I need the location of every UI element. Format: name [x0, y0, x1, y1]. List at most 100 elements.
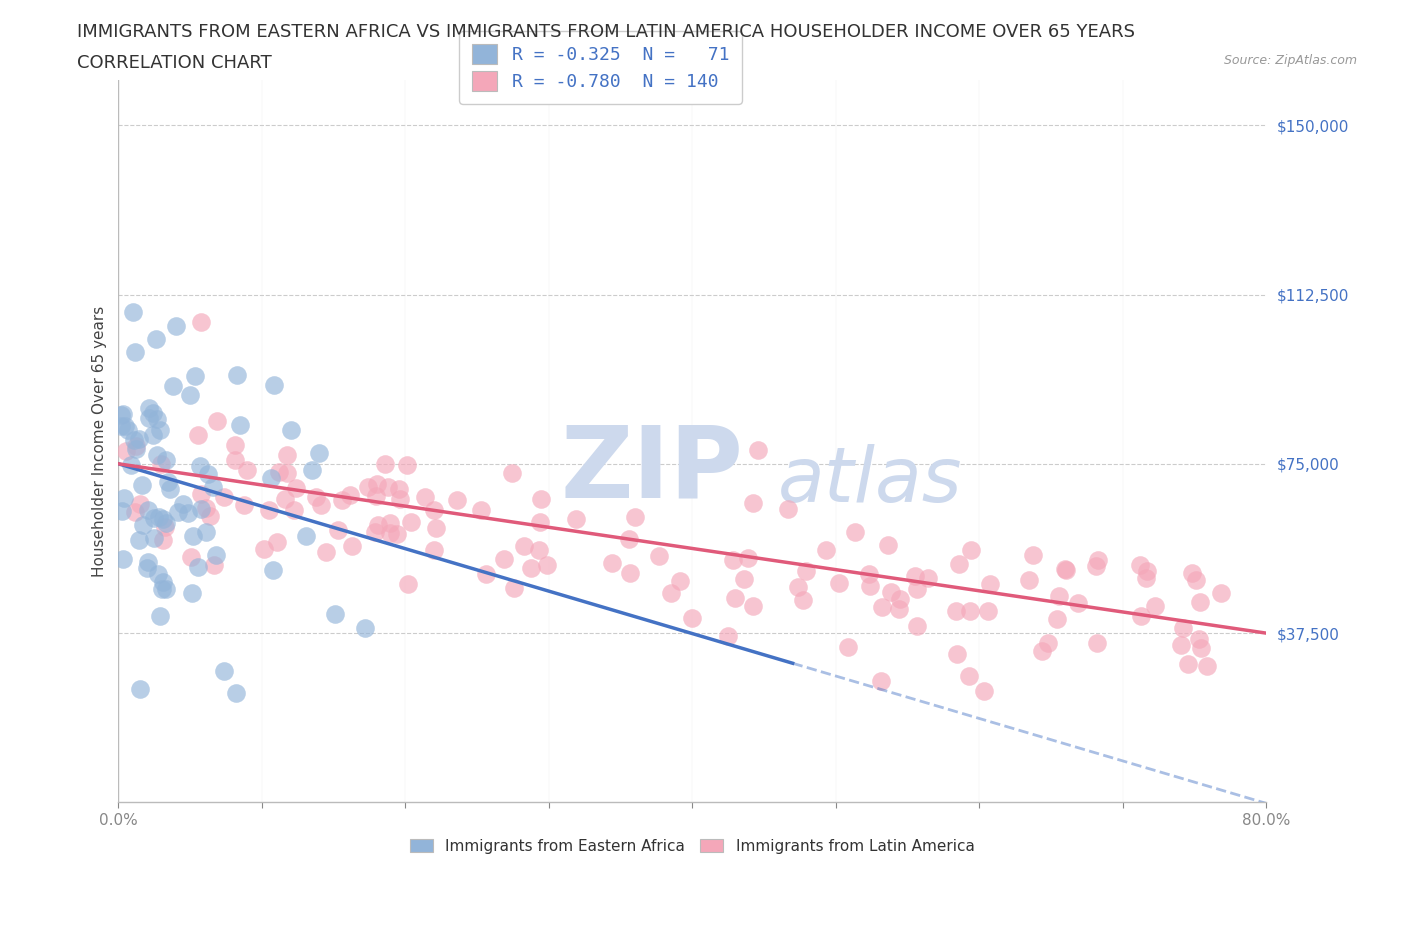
Point	[142, 530, 165, 545]
Point	[1047, 588, 1070, 603]
Point	[828, 576, 851, 591]
Point	[413, 490, 436, 505]
Point	[387, 526, 409, 541]
Point	[124, 345, 146, 360]
Point	[747, 443, 769, 458]
Point	[1067, 595, 1090, 610]
Point	[149, 423, 172, 438]
Point	[202, 558, 225, 573]
Point	[870, 673, 893, 688]
Point	[905, 618, 928, 633]
Point	[1046, 611, 1069, 626]
Point	[877, 538, 900, 552]
Point	[212, 664, 235, 679]
Point	[446, 492, 468, 507]
Point	[340, 539, 363, 554]
Legend: Immigrants from Eastern Africa, Immigrants from Latin America: Immigrants from Eastern Africa, Immigran…	[404, 832, 980, 859]
Point	[190, 501, 212, 516]
Point	[396, 577, 419, 591]
Point	[1129, 557, 1152, 572]
Point	[233, 498, 256, 512]
Point	[165, 318, 187, 333]
Text: ZIP: ZIP	[560, 421, 744, 519]
Point	[1177, 657, 1199, 671]
Point	[1181, 565, 1204, 580]
Point	[187, 427, 209, 442]
Point	[470, 503, 492, 518]
Point	[114, 444, 136, 458]
Point	[501, 465, 523, 480]
Point	[142, 428, 165, 443]
Point	[858, 566, 880, 581]
Point	[229, 418, 252, 432]
Point	[422, 543, 444, 558]
Point	[179, 387, 201, 402]
Point	[957, 669, 980, 684]
Point	[1031, 644, 1053, 658]
Text: CORRELATION CHART: CORRELATION CHART	[77, 54, 273, 72]
Point	[225, 685, 247, 700]
Point	[201, 479, 224, 494]
Point	[212, 489, 235, 504]
Point	[624, 510, 647, 525]
Point	[138, 401, 160, 416]
Point	[266, 535, 288, 550]
Point	[181, 528, 204, 543]
Point	[659, 586, 682, 601]
Point	[741, 496, 763, 511]
Point	[267, 464, 290, 479]
Point	[263, 378, 285, 392]
Point	[529, 542, 551, 557]
Point	[280, 423, 302, 438]
Point	[128, 432, 150, 446]
Point	[122, 305, 145, 320]
Point	[425, 521, 447, 536]
Point	[960, 543, 983, 558]
Point	[1136, 564, 1159, 578]
Point	[669, 574, 692, 589]
Point	[904, 569, 927, 584]
Point	[364, 488, 387, 503]
Point	[198, 509, 221, 524]
Point	[513, 538, 536, 553]
Point	[423, 502, 446, 517]
Point	[1022, 548, 1045, 563]
Point	[180, 549, 202, 564]
Point	[1135, 571, 1157, 586]
Point	[619, 532, 641, 547]
Point	[959, 603, 981, 618]
Point	[110, 408, 132, 423]
Point	[733, 572, 755, 587]
Point	[236, 462, 259, 477]
Point	[339, 487, 361, 502]
Point	[117, 422, 139, 437]
Point	[1129, 608, 1152, 623]
Point	[889, 591, 911, 606]
Text: atlas: atlas	[779, 444, 963, 518]
Point	[973, 684, 995, 698]
Point	[887, 602, 910, 617]
Point	[128, 532, 150, 547]
Point	[162, 379, 184, 393]
Point	[176, 505, 198, 520]
Point	[152, 512, 174, 526]
Point	[190, 458, 212, 473]
Point	[146, 447, 169, 462]
Text: IMMIGRANTS FROM EASTERN AFRICA VS IMMIGRANTS FROM LATIN AMERICA HOUSEHOLDER INCO: IMMIGRANTS FROM EASTERN AFRICA VS IMMIGR…	[77, 23, 1135, 41]
Point	[260, 471, 283, 485]
Point	[253, 541, 276, 556]
Point	[111, 503, 134, 518]
Point	[536, 558, 558, 573]
Point	[125, 439, 148, 454]
Point	[388, 482, 411, 497]
Point	[129, 497, 152, 512]
Point	[194, 525, 217, 539]
Point	[737, 551, 759, 565]
Point	[367, 517, 389, 532]
Point	[262, 562, 284, 577]
Point	[122, 432, 145, 447]
Point	[794, 563, 817, 578]
Point	[565, 512, 588, 526]
Point	[184, 369, 207, 384]
Point	[681, 610, 703, 625]
